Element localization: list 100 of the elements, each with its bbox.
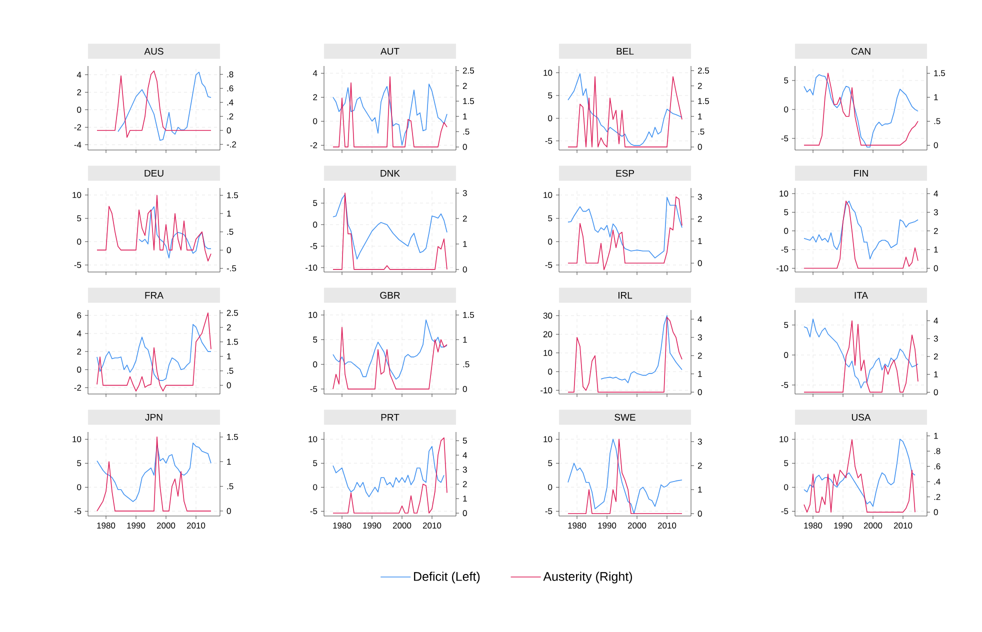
line-series (332, 192, 448, 270)
y-tick-label: 5 (313, 460, 318, 466)
y-tick-label: 4 (312, 70, 318, 76)
x-tick-label: 2010 (422, 522, 442, 529)
y-tick-label: 5 (313, 200, 318, 206)
y-tick-label: -5 (781, 135, 788, 142)
y-tick-label: 10 (544, 192, 552, 198)
chart-title: AUS (144, 48, 164, 55)
x-tick-label: 1980 (333, 522, 352, 529)
y2-tick-label: 1 (698, 370, 702, 377)
y2-tick-label: .4 (227, 99, 234, 106)
x-tick-label: 1990 (363, 522, 382, 529)
y-tick-label: 10 (780, 436, 788, 442)
y2-tick-label: 2 (698, 352, 702, 359)
y-tick-label: 5 (784, 209, 788, 216)
y-tick-label: 10 (72, 192, 82, 198)
line-series (138, 206, 212, 258)
line-series (332, 437, 448, 514)
chart-title: CAN (851, 48, 870, 55)
y-tick-label: 0 (548, 484, 552, 490)
y-tick-label: -5 (545, 138, 552, 144)
y2-tick-label: 1.5 (227, 434, 238, 440)
y2-tick-label: 3 (934, 336, 938, 342)
chart-title: AUT (380, 48, 400, 55)
y2-tick-label: .6 (227, 85, 234, 92)
y2-tick-label: 0 (462, 510, 467, 516)
y-tick-label: 2 (77, 348, 82, 355)
chart-title: ITA (854, 292, 868, 299)
y2-tick-label: .2 (934, 494, 940, 500)
y2-tick-label: .8 (934, 448, 940, 454)
y2-tick-label: 0 (934, 389, 938, 396)
y-tick-label: 0 (784, 106, 788, 112)
y-tick-label: 0 (77, 106, 82, 113)
chart-title: DEU (144, 170, 164, 177)
y-tick-label: 0 (784, 484, 788, 490)
y-tick-label: 10 (72, 436, 82, 442)
y2-tick-label: 1 (934, 371, 938, 378)
y2-tick-label: 0 (226, 508, 231, 514)
y-tick-label: 0 (313, 361, 318, 368)
y2-tick-label: 3 (934, 209, 938, 216)
y2-tick-label: 2 (934, 228, 938, 234)
y2-tick-label: 1 (463, 496, 467, 502)
line-series (96, 324, 212, 381)
y2-tick-label: 1 (698, 113, 702, 120)
y-tick-label: 10 (308, 436, 318, 442)
x-tick-label: 1980 (804, 522, 822, 529)
y2-tick-label: 1 (934, 432, 938, 439)
y-tick-label: -10 (776, 265, 788, 272)
line-series (96, 312, 212, 392)
y-tick-label: 5 (548, 460, 552, 466)
x-tick-label: 2010 (658, 522, 676, 529)
y-tick-label: 20 (543, 331, 552, 338)
chart-title: DNK (380, 170, 400, 177)
y2-tick-label: 2.5 (698, 68, 709, 74)
y2-tick-label: 1.5 (934, 70, 946, 76)
legend-label: Austerity (Right) (543, 572, 632, 584)
x-tick-label: 2000 (864, 522, 882, 529)
y-tick-label: 5 (548, 92, 552, 98)
y2-tick-label: 0 (698, 260, 702, 266)
x-tick-label: 2000 (392, 522, 412, 529)
y2-tick-label: 0 (462, 266, 467, 272)
y2-tick-label: -.2 (226, 141, 236, 148)
y-tick-label: 0 (77, 366, 82, 373)
y-tick-label: 5 (77, 215, 82, 222)
x-tick-label: 2010 (186, 522, 206, 529)
y2-tick-label: .6 (934, 463, 940, 470)
y-tick-label: -2 (310, 142, 318, 148)
y2-tick-label: .5 (463, 361, 470, 368)
y-tick-label: 0 (548, 115, 552, 122)
y-tick-label: -5 (74, 508, 82, 514)
y2-tick-label: 0 (934, 509, 938, 516)
line-series (96, 70, 212, 138)
y2-tick-label: .4 (934, 478, 940, 485)
y2-tick-label: 3 (698, 438, 702, 445)
y2-tick-label: 3 (698, 334, 702, 340)
y2-tick-label: .5 (463, 128, 470, 135)
y-tick-label: 4 (76, 72, 82, 78)
x-tick-label: 2010 (894, 522, 912, 529)
y-tick-label: 0 (313, 222, 318, 228)
y2-tick-label: 2 (462, 216, 467, 222)
x-tick-label: 1980 (568, 522, 586, 529)
y-tick-label: -5 (310, 243, 318, 250)
y-tick-label: 10 (544, 70, 552, 76)
y2-tick-label: 1 (227, 458, 231, 465)
chart-title: JPN (145, 414, 162, 421)
y2-tick-label: 0 (698, 510, 702, 517)
y2-tick-label: 1.5 (463, 98, 474, 104)
y-tick-label: 0 (784, 228, 788, 234)
y-tick-label: -5 (74, 262, 82, 268)
y2-tick-label: 1 (463, 336, 467, 343)
y2-tick-label: 2 (462, 82, 467, 89)
y2-tick-label: 1.5 (227, 192, 238, 198)
y2-tick-label: .5 (227, 483, 234, 490)
y2-tick-label: 0 (462, 144, 467, 150)
chart-title: USA (852, 414, 871, 421)
y-tick-label: 0 (548, 368, 552, 375)
y-tick-label: -5 (781, 246, 788, 253)
y-tick-label: 5 (784, 78, 788, 84)
y2-tick-label: 2 (698, 216, 702, 222)
y-tick-label: -5 (781, 508, 788, 514)
